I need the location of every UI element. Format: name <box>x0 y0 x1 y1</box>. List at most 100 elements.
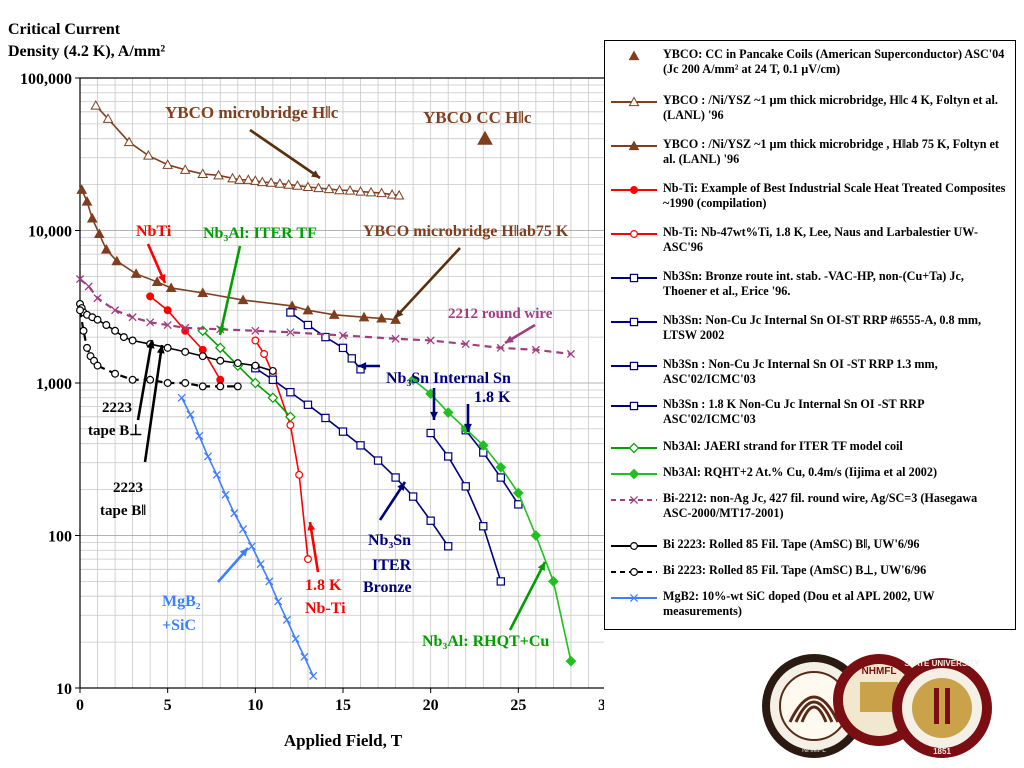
legend-swatch <box>611 273 657 283</box>
data-point <box>146 292 155 301</box>
legend-label: Nb3Al: RQHT+2 At.% Cu, 0.4m/s (Iijima et… <box>663 465 938 479</box>
data-point <box>496 577 506 586</box>
data-point <box>496 343 505 352</box>
legend-swatch <box>628 50 640 61</box>
annotation-label: 1.8 K <box>474 389 511 406</box>
data-point <box>242 174 254 184</box>
data-point <box>233 382 242 391</box>
data-point <box>477 130 493 145</box>
data-point <box>628 140 640 151</box>
data-point <box>356 441 365 450</box>
data-point <box>93 361 102 370</box>
data-point <box>274 178 286 188</box>
data-point <box>256 559 265 569</box>
data-point <box>197 287 209 297</box>
data-point <box>321 332 330 342</box>
annotation-label: YBCO microbridge H‖ab75 K <box>363 223 569 240</box>
legend-label: Nb3Al: JAERI strand for ITER TF model co… <box>663 439 903 453</box>
data-point <box>512 487 524 499</box>
data-point <box>313 182 324 193</box>
data-point <box>146 318 155 327</box>
data-point <box>165 282 177 293</box>
data-point <box>230 509 239 518</box>
legend-label: YBCO : /Ni/YSZ ~1 µm thick microbridge ,… <box>663 137 999 166</box>
data-point <box>282 615 291 624</box>
legend-swatch <box>611 96 657 107</box>
annotation-arrowhead <box>158 274 166 283</box>
fsu-logo-text: STATE UNIVERSITY <box>904 659 980 668</box>
data-point <box>630 568 638 576</box>
annotation-arrowhead <box>464 423 472 432</box>
data-point <box>163 306 172 315</box>
annotation-arrow <box>136 339 154 421</box>
data-point <box>102 321 111 329</box>
annotation-arrow <box>218 245 242 336</box>
data-point <box>123 136 135 147</box>
data-point <box>286 421 295 430</box>
data-point <box>376 312 387 323</box>
data-point <box>286 328 295 337</box>
legend-swatch <box>611 186 657 194</box>
series-13 <box>76 299 277 375</box>
annotation-label: ITER <box>372 557 412 574</box>
data-point <box>214 342 226 354</box>
annotation-label: YBCO CC H‖c <box>423 108 532 127</box>
data-point <box>239 525 248 534</box>
annotation-label: Nb₃Al: RHQT+Cu <box>422 633 549 650</box>
data-point <box>629 317 639 327</box>
data-point <box>334 184 345 195</box>
data-point <box>628 442 640 454</box>
legend-swatch <box>611 593 657 603</box>
data-point <box>344 184 356 195</box>
series-6 <box>251 364 453 551</box>
data-point <box>283 179 294 189</box>
annotation-label: Nb₃Sn <box>368 532 411 549</box>
data-point <box>198 352 207 361</box>
data-point <box>186 410 195 419</box>
data-point <box>407 374 419 386</box>
legend-swatch <box>611 568 657 576</box>
data-point <box>128 336 137 345</box>
data-point <box>76 306 84 315</box>
annotation-arrowhead <box>146 340 155 349</box>
data-point <box>227 172 238 183</box>
y-tick-label: 10 <box>56 681 72 698</box>
x-tick-label: 20 <box>423 697 439 714</box>
data-point <box>496 473 506 482</box>
legend-label: Nb3Sn: Bronze route int. stab. -VAC-HP, … <box>663 269 964 298</box>
data-point <box>216 375 225 384</box>
data-point <box>286 388 295 397</box>
data-point <box>442 407 454 418</box>
data-point <box>163 320 172 330</box>
data-point <box>130 268 142 278</box>
series-line <box>465 429 520 505</box>
data-point <box>247 542 256 551</box>
data-point <box>565 655 577 667</box>
data-point <box>111 306 120 315</box>
data-point <box>162 159 174 169</box>
data-point <box>216 382 225 391</box>
legend-swatch <box>611 401 657 411</box>
data-point <box>197 168 209 179</box>
legend-label: Bi-2212: non-Ag Jc, 427 fil. round wire,… <box>663 491 978 520</box>
data-point <box>76 184 88 194</box>
data-point <box>119 333 128 342</box>
legend-label: Nb3Sn: Non-Cu Jc Internal Sn OI-ST RRP #… <box>663 313 982 342</box>
data-point <box>251 361 260 370</box>
x-tick-label: 15 <box>335 697 351 714</box>
data-point <box>181 347 190 356</box>
data-point <box>347 354 356 363</box>
data-point <box>630 230 638 238</box>
series-14 <box>76 306 242 391</box>
data-point <box>629 593 639 603</box>
data-point <box>128 375 137 384</box>
chart-title-line-2: Density (4.2 K), A/mm² <box>8 43 165 60</box>
data-point <box>268 375 278 384</box>
series-7 <box>286 308 365 374</box>
x-tick-label: 30 <box>598 697 604 714</box>
y-tick-label: 100 <box>48 529 72 546</box>
legend-swatch <box>611 442 657 454</box>
data-point <box>303 320 313 330</box>
series-12 <box>75 275 575 359</box>
fsu-logo-year: 1851 <box>933 747 951 756</box>
